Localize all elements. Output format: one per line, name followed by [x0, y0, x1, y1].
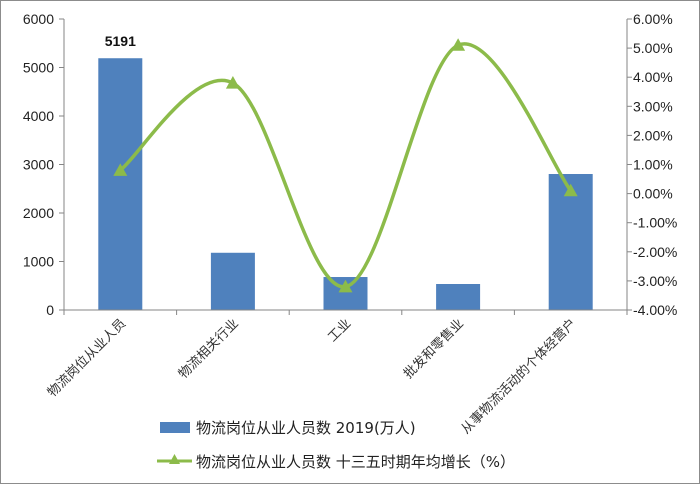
category-label: 批发和零售业	[400, 316, 466, 382]
left-axis-tick-label: 5000	[23, 60, 54, 76]
left-axis-tick-label: 3000	[23, 157, 54, 173]
right-axis-tick-label: -1.00%	[633, 215, 677, 231]
triangle-marker-icon	[113, 163, 128, 176]
right-axis-tick-label: -2.00%	[633, 244, 677, 260]
right-axis-tick-label: 0.00%	[633, 186, 673, 202]
right-axis-tick-label: 4.00%	[633, 69, 673, 85]
triangle-marker-icon	[563, 183, 578, 197]
triangle-marker-icon	[225, 76, 240, 89]
category-label: 从事物流活动的个体经营户	[458, 316, 580, 438]
legend-bar-label: 物流岗位从业人员数 2019(万人)	[196, 419, 416, 437]
legend-bar-swatch	[160, 422, 190, 433]
category-label: 工业	[325, 316, 354, 345]
category-label: 物流相关行业	[176, 316, 242, 382]
bar	[210, 252, 255, 310]
left-axis-tick-label: 1000	[23, 254, 54, 270]
left-axis-tick-label: 0	[46, 302, 54, 318]
bar	[98, 58, 143, 311]
right-axis-tick-label: -4.00%	[633, 302, 677, 318]
bar-data-label: 5191	[105, 33, 136, 49]
bar	[436, 284, 481, 310]
legend: 物流岗位从业人员数 2019(万人) 物流岗位从业人员数 十三五时期年均增长（%…	[157, 419, 515, 471]
triangle-marker-icon	[451, 38, 466, 51]
right-axis-tick-label: 5.00%	[633, 40, 673, 56]
right-axis-tick-label: 2.00%	[633, 127, 673, 143]
right-y-axis: -4.00% -3.00% -2.00% -1.00% 0.00% 1.00% 2.00% 3…	[626, 11, 677, 318]
bar	[548, 174, 593, 310]
left-axis-tick-label: 2000	[23, 205, 54, 221]
line-series	[113, 38, 578, 293]
category-label: 物流岗位从业人员	[45, 316, 129, 400]
growth-line	[119, 42, 573, 289]
bar-series: 5191	[98, 33, 593, 311]
legend-line-label: 物流岗位从业人员数 十三五时期年均增长（%）	[196, 453, 515, 471]
left-axis-tick-label: 6000	[23, 11, 54, 27]
right-axis-tick-label: 1.00%	[633, 157, 673, 173]
triangle-marker-icon	[169, 454, 180, 464]
left-axis-tick-label: 4000	[23, 108, 54, 124]
right-axis-tick-label: 3.00%	[633, 98, 673, 114]
right-axis-tick-label: -3.00%	[633, 273, 677, 289]
triangle-marker-icon	[338, 279, 353, 293]
right-axis-tick-label: 6.00%	[633, 11, 673, 27]
left-y-axis: 0 1000 2000 3000 4000 5000 6000	[23, 11, 65, 318]
